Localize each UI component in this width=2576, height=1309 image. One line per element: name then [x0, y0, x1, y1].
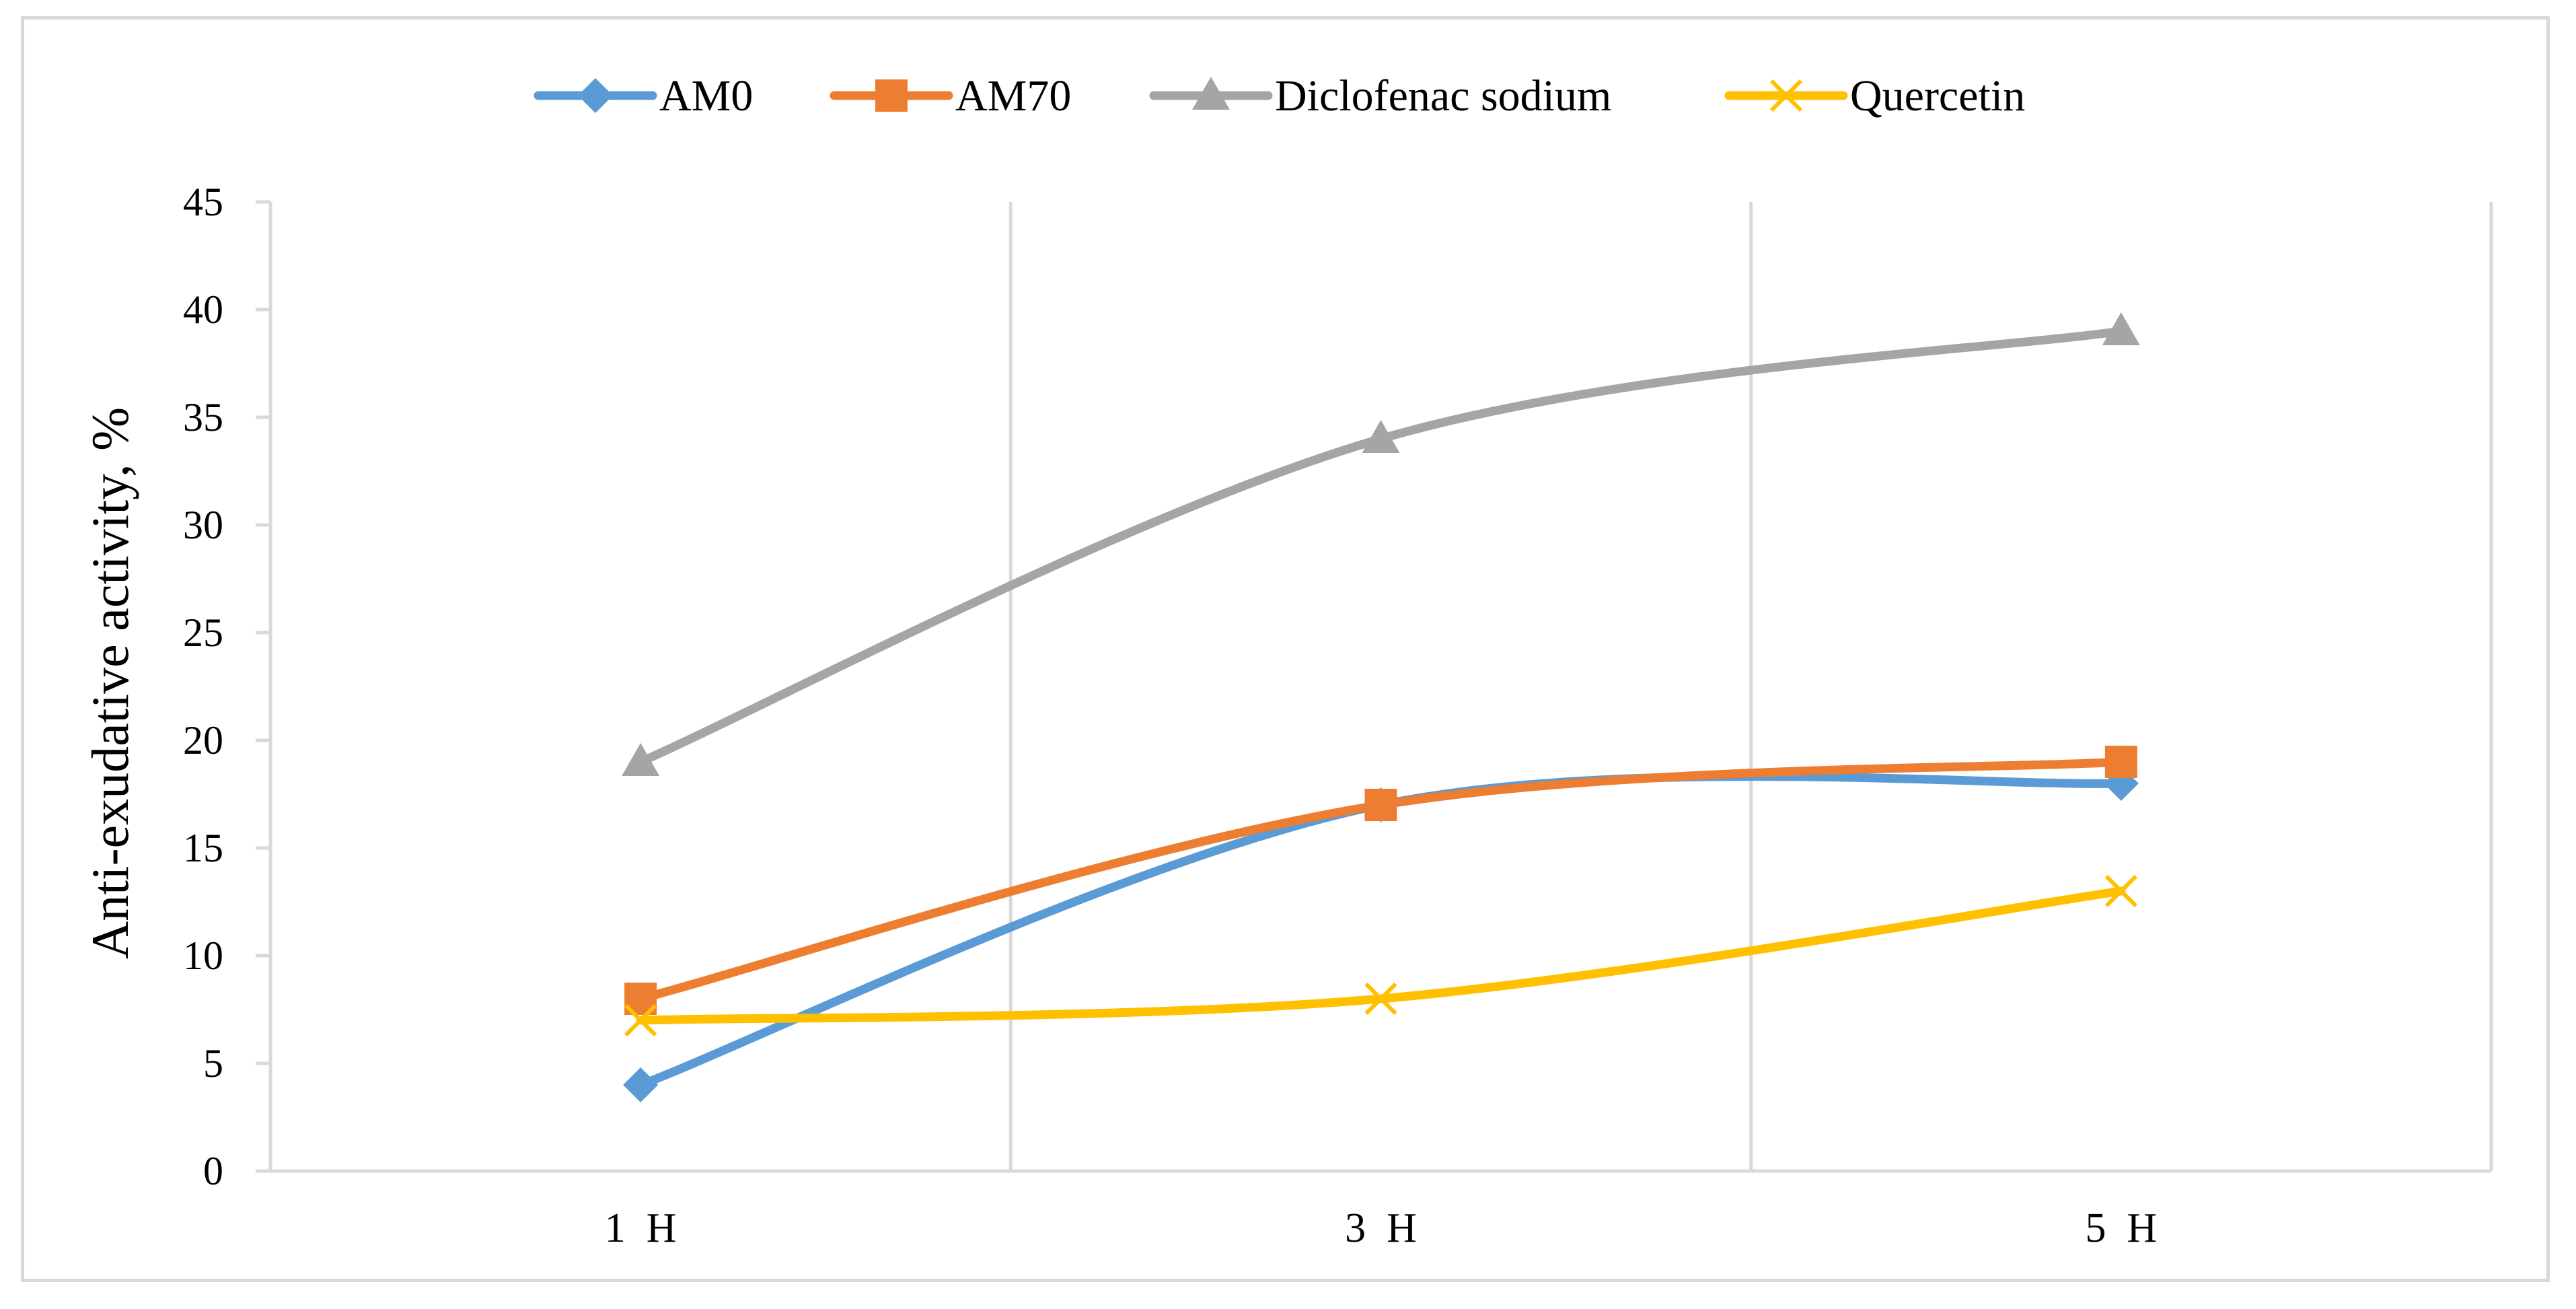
y-tick-label: 35: [183, 395, 223, 439]
chart-frame: [21, 16, 2550, 1282]
data-point-quercetin: [1364, 982, 1397, 1016]
legend-item-am0: AM0: [533, 71, 753, 120]
legend-label: Diclofenac sodium: [1275, 71, 1611, 120]
y-tick-label: 10: [183, 933, 223, 978]
data-point-diclofenac-sodium: [622, 743, 660, 776]
x-tick-label: 5 H: [2085, 1205, 2157, 1251]
x-marker-stroke: [1364, 982, 1397, 1016]
y-tick-label: 0: [203, 1149, 223, 1193]
y-tick-label: 5: [203, 1041, 223, 1086]
legend-item-diclofenac-sodium: Diclofenac sodium: [1149, 71, 1611, 120]
data-point-diclofenac-sodium: [1362, 420, 1400, 453]
data-point-am0: [623, 1067, 659, 1102]
y-tick-label: 20: [183, 718, 223, 763]
legend-swatch-marker: [1192, 77, 1230, 110]
x-tick-label: 1 H: [605, 1205, 677, 1251]
y-tick-label: 40: [183, 287, 223, 332]
legend-label: AM0: [659, 71, 753, 120]
y-tick-label: 25: [183, 610, 223, 655]
x-marker-stroke: [1769, 79, 1803, 112]
legend-label: Quercetin: [1850, 71, 2025, 120]
data-point-quercetin: [2104, 874, 2137, 908]
data-point-am70: [2104, 746, 2137, 778]
y-tick-label: 30: [183, 503, 223, 547]
data-point-quercetin: [624, 1003, 657, 1037]
legend-label: AM70: [955, 71, 1071, 120]
gridlines: [1008, 202, 2493, 1171]
legend: AM0 AM70 Diclofenac sodium Quercetin: [533, 71, 2025, 120]
x-marker-stroke: [624, 1003, 657, 1037]
x-tick-label: 3 H: [1345, 1205, 1417, 1251]
legend-item-quercetin: Quercetin: [1724, 71, 2025, 120]
data-point-am70: [1364, 789, 1397, 821]
data-point-diclofenac-sodium: [2102, 312, 2140, 345]
legend-swatch-marker: [1769, 79, 1803, 112]
legend-item-am70: AM70: [830, 71, 1071, 120]
axes: [256, 200, 2491, 1173]
x-tick-labels: 1 H 3 H 5 H: [605, 1205, 2157, 1251]
y-tick-label: 45: [183, 180, 223, 224]
x-marker-stroke: [2104, 874, 2137, 908]
y-tick-labels: 0 5 10 15 20 25 30 35 40 45: [183, 180, 223, 1193]
y-axis-label: Anti-exudative activity, %: [81, 407, 139, 959]
legend-swatch-marker: [875, 79, 908, 112]
series-markers: [622, 312, 2140, 1102]
y-tick-label: 15: [183, 826, 223, 870]
legend-swatch-marker: [578, 78, 613, 113]
series-line-diclofenac-sodium: [636, 326, 2126, 767]
